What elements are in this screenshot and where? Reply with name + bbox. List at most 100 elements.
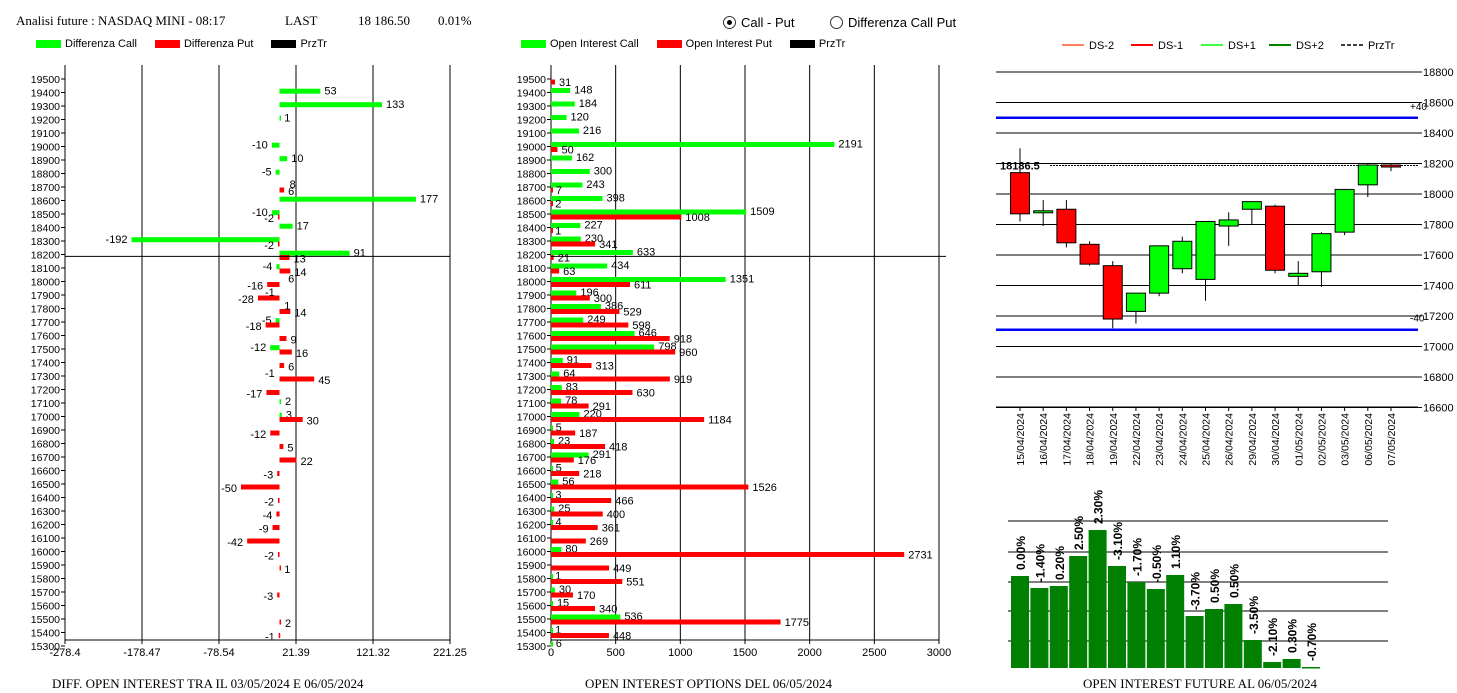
oi-call-label: 398 [606,193,624,205]
radio-call-put[interactable]: Call - Put [723,15,794,30]
radio-diff-call-put[interactable]: Differenza Call Put [830,15,956,30]
last-value: 18 186.50 [358,13,410,28]
candle-body [1079,243,1100,265]
oi-future-bar [1302,667,1320,669]
oi-chart-y-tick-label: 15900 [517,560,546,572]
oi-call-label: 1509 [750,206,774,218]
diff-put-bar [277,214,280,220]
candle-x-tick-label: 30/04/2024 [1270,413,1282,466]
diff-put-bar [277,552,280,557]
diff-chart-y-tick-label: 16300 [31,506,60,518]
candle-x-tick-label: 29/04/2024 [1247,413,1259,466]
oi-call-bar [551,614,621,620]
oi-put-bar [551,295,590,301]
oi-call-bar [551,466,553,471]
diff-put-label: -12 [250,429,266,441]
oi-put-label: 2 [555,199,561,211]
oi-future-bar [1146,589,1165,668]
oi-future-bar [1011,576,1029,668]
diff-chart-y-tick-label: 16200 [31,520,60,532]
oi-chart-y-tick-label: 16600 [517,466,546,478]
footer-left: DIFF. OPEN INTEREST TRA IL 03/05/2024 E … [52,676,364,691]
diff-put-label: 8 [290,179,296,191]
oi-chart-y-tick-label: 16300 [517,506,546,518]
oi-call-label: 291 [593,449,611,461]
oi-call-label: 434 [611,260,629,272]
oi-put-label: 31 [559,77,571,89]
diff-call-bar [279,412,282,418]
diff-put-label: 14 [294,267,306,279]
diff-put-bar [279,187,285,193]
oi-put-bar [551,417,705,422]
diff-put-label: 13 [294,254,306,266]
oi-chart-y-tick-label: 15700 [517,587,546,599]
oi-put-label: 448 [613,631,631,643]
oi-chart-y-tick-label: 19500 [517,74,546,86]
oi-chart-x-tick-label: 2500 [862,647,886,659]
oi-put-label: 400 [607,509,625,521]
candle-x-tick-label: 02/05/2024 [1316,413,1328,466]
candle-y-tick-label: 16600 [1423,403,1454,415]
candle-body [1033,210,1054,214]
diff-put-label: -1 [265,632,275,644]
oi-future-label: 0.50% [1208,569,1222,603]
oi-future-bar [1166,575,1185,668]
diff-put-bar [277,592,280,598]
diff-chart-y-tick-label: 18800 [31,169,60,181]
oi-chart-y-tick-label: 15300 [517,641,546,653]
diff-call-label: 10 [291,153,303,165]
candle-x-tick-label: 15/04/2024 [1015,413,1027,466]
oi-put-label: 598 [632,320,650,332]
oi-call-bar [551,290,577,296]
diff-chart-y-tick-label: 17100 [31,398,60,410]
oi-put-label: 449 [613,563,631,575]
diff-put-label: -18 [246,321,262,333]
oi-call-label: 1 [555,625,561,637]
diff-chart-y-tick-label: 17500 [31,344,60,356]
oi-put-label: 1008 [685,212,709,224]
diff-call-bar [270,345,280,351]
oi-future-label: 0.00% [1014,536,1028,570]
oi-put-label: 630 [636,388,654,400]
oi-call-label: 120 [571,112,589,124]
candle-body [1125,292,1146,312]
oi-chart-x-tick-label: 3000 [927,647,951,659]
oi-call-bar [551,169,590,174]
oi-put-bar [551,619,781,625]
legend-diff-put: Differenza Put [154,38,253,50]
diff-put-label: -1 [265,287,275,299]
oi-chart-y-tick-label: 17400 [517,358,546,370]
diff-chart-y-tick-label: 18600 [31,196,60,208]
diff-put-bar [276,511,280,517]
diff-put-bar [247,538,280,544]
radio-selected-icon [723,16,736,29]
diff-chart-y-tick-label: 17300 [31,371,60,383]
diff-chart-y-tick-label: 16900 [31,425,60,437]
candle-body [1288,272,1309,277]
oi-future-bar [1049,586,1068,668]
diff-put-bar [277,241,280,247]
diff-chart-y-tick-label: 16800 [31,439,60,451]
oi-call-label: 300 [594,166,612,178]
diff-put-bar [277,498,280,503]
oi-put-label: 300 [594,293,612,305]
oi-call-bar [551,88,571,93]
oi-future-bar [1243,640,1262,668]
diff-put-label: 16 [296,348,308,360]
diff-call-label: 133 [386,99,404,111]
oi-future-bar [1069,556,1088,668]
diff-call-bar [271,142,280,148]
oi-future-label: 1.10% [1169,535,1183,569]
diff-call-label: -4 [263,261,273,273]
oi-call-bar [551,209,747,215]
oi-put-label: 170 [577,590,595,602]
candle-x-tick-label: 07/05/2024 [1386,413,1398,466]
oi-chart-x-tick-label: 1000 [668,647,692,659]
oi-chart-y-tick-label: 18000 [517,277,546,289]
oi-chart-y-tick-label: 17700 [517,317,546,329]
oi-chart-y-tick-label: 16400 [517,493,546,505]
oi-future-label: 0.50% [1227,564,1241,598]
oi-chart-y-tick-label: 17200 [517,385,546,397]
oi-future-label: 2.30% [1092,490,1106,524]
